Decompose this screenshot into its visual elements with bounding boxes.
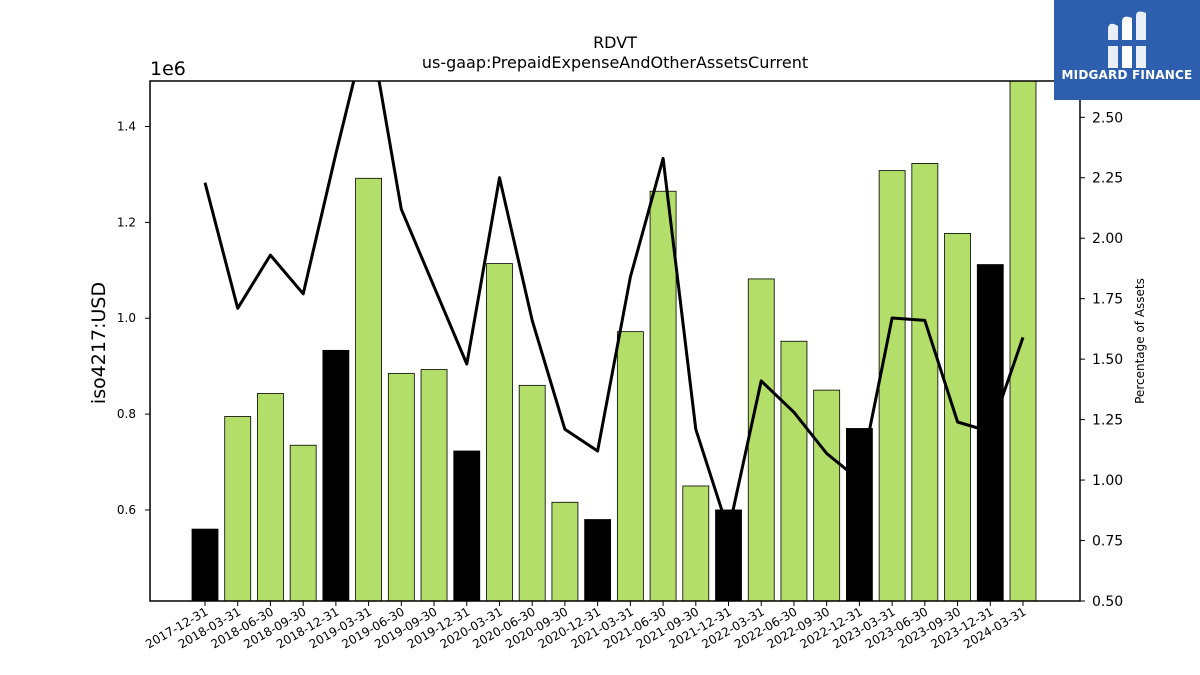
bar-2023-06-30 bbox=[911, 163, 939, 602]
chart-subtitle: us-gaap:PrepaidExpenseAndOtherAssetsCurr… bbox=[422, 53, 808, 72]
midgard-finance-logo: MIDGARD FINANCE bbox=[1054, 0, 1200, 100]
chart-title: RDVT bbox=[593, 33, 637, 52]
y-tick-label: 0.8 bbox=[117, 407, 136, 421]
y-axis-right: 0.50 0.75 1.00 1.25 1.50 1.75 2.00 2.25 2.50 bbox=[1080, 110, 1123, 610]
bar-2021-12-31 bbox=[715, 509, 742, 602]
bar-2021-09-30 bbox=[682, 485, 710, 602]
percentage-of-assets-line bbox=[203, 81, 1025, 533]
bar-2020-06-30 bbox=[518, 384, 546, 602]
y2-axis-label: Percentage of Assets bbox=[1133, 278, 1147, 404]
plot-frame bbox=[149, 80, 1081, 602]
bar-2021-03-31 bbox=[616, 331, 644, 602]
bar-2020-09-30 bbox=[551, 501, 579, 602]
bar-2019-12-31 bbox=[453, 450, 481, 602]
bar-2018-09-30 bbox=[289, 444, 317, 602]
midgard-logo-icon bbox=[1106, 11, 1148, 69]
y2-tick-label: 1.75 bbox=[1092, 292, 1123, 308]
bar-2017-12-31 bbox=[191, 528, 219, 602]
y2-tick-label: 2.00 bbox=[1092, 231, 1123, 247]
bar-2019-03-31 bbox=[355, 177, 383, 602]
bar-2022-09-30 bbox=[813, 389, 841, 602]
bar-2020-12-31 bbox=[584, 519, 612, 602]
y2-tick-label: 1.50 bbox=[1092, 352, 1123, 368]
y-offset-label: 1e6 bbox=[150, 58, 186, 80]
bar-2022-12-31 bbox=[846, 428, 873, 602]
y-axis-label: iso4217:USD bbox=[88, 282, 110, 404]
bar-2022-06-30 bbox=[780, 340, 808, 602]
y2-tick-label: 1.00 bbox=[1092, 473, 1123, 489]
bar-2018-12-31 bbox=[322, 349, 350, 602]
bar-2019-06-30 bbox=[387, 372, 415, 602]
bar-2018-03-31 bbox=[224, 416, 252, 602]
x-axis: 2017-12-312018-03-312018-06-302018-09-30… bbox=[143, 601, 1029, 651]
y2-tick-label: 0.75 bbox=[1092, 534, 1123, 550]
bar-2020-03-31 bbox=[486, 263, 513, 602]
bars-layer bbox=[191, 80, 1037, 602]
y-tick-label: 0.6 bbox=[117, 503, 136, 517]
y2-tick-label: 2.50 bbox=[1092, 110, 1123, 126]
y-tick-label: 1.4 bbox=[117, 120, 136, 134]
y2-tick-label: 0.50 bbox=[1092, 594, 1123, 610]
bar-2019-09-30 bbox=[420, 369, 448, 602]
y-tick-label: 1.0 bbox=[117, 311, 136, 325]
y2-tick-label: 1.25 bbox=[1092, 413, 1123, 429]
bar-2021-06-30 bbox=[649, 190, 677, 602]
bar-2022-03-31 bbox=[747, 278, 775, 602]
y-axis-left: 0.6 0.8 1.0 1.2 1.4 bbox=[117, 120, 150, 517]
bar-2023-03-31 bbox=[878, 170, 906, 602]
logo-text: MIDGARD FINANCE bbox=[1061, 68, 1193, 82]
y-tick-label: 1.2 bbox=[117, 215, 136, 229]
bar-2018-06-30 bbox=[257, 393, 284, 602]
y2-tick-label: 2.25 bbox=[1092, 171, 1123, 187]
